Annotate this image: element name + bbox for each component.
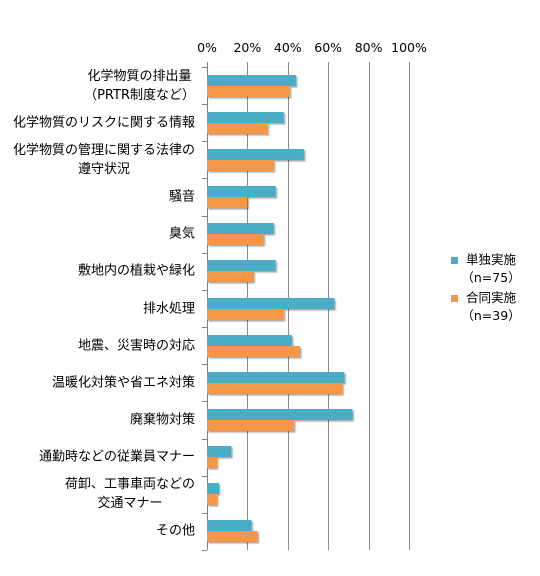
legend-item-single: 単独実施 （n=75） xyxy=(451,251,526,287)
x-tick-label-5: 100% xyxy=(391,40,427,55)
legend-label-joint: 合同実施 （n=39） xyxy=(461,290,521,323)
category-label-11: 通勤時などの従業員マナー xyxy=(38,449,195,465)
category-label-13: その他 xyxy=(155,523,195,539)
x-tick-label-4: 80% xyxy=(354,40,383,55)
category-label-10: 廃棄物対策 xyxy=(129,412,195,428)
bar-series1-row8 xyxy=(207,335,292,346)
legend-swatch-joint xyxy=(451,295,458,302)
bar-series2-row11 xyxy=(207,457,218,468)
bar-series2-row13 xyxy=(207,531,258,542)
x-tick-label-0: 0% xyxy=(197,40,217,55)
bar-series1-row7 xyxy=(207,298,335,309)
bar-series1-row2 xyxy=(207,112,284,123)
bar-series1-row4 xyxy=(207,186,276,197)
bar-series1-row9 xyxy=(207,372,345,383)
bar-series1-row1 xyxy=(207,75,296,86)
bar-series1-row3 xyxy=(207,149,304,160)
bar-series2-row4 xyxy=(207,197,248,208)
bar-series1-row10 xyxy=(207,409,353,420)
bar-series2-row5 xyxy=(207,234,264,245)
bar-series1-row5 xyxy=(207,223,274,234)
category-label-5: 臭気 xyxy=(168,226,195,242)
bar-series1-row13 xyxy=(207,520,252,531)
category-label-8: 地震、災害時の対応 xyxy=(77,338,195,354)
bar-series2-row8 xyxy=(207,346,300,357)
category-label-2: 化学物質のリスクに関する情報 xyxy=(12,115,195,131)
bar-series2-row10 xyxy=(207,420,294,431)
legend-item-joint: 合同実施 （n=39） xyxy=(451,289,526,325)
category-label-7: 排水処理 xyxy=(142,301,195,316)
legend-swatch-single xyxy=(451,257,458,264)
bar-series2-row3 xyxy=(207,160,274,171)
bar-series2-row2 xyxy=(207,123,268,134)
category-label-1: 化学物質の排出量 （PRTR制度など） xyxy=(84,68,195,103)
bar-series1-row12 xyxy=(207,483,220,494)
x-tick-label-2: 40% xyxy=(273,40,302,55)
category-label-12: 荷卸、工事車両などの 交通マナー xyxy=(64,477,195,512)
category-label-4: 騒音 xyxy=(168,189,195,205)
category-axis xyxy=(202,67,207,551)
bar-series1-row11 xyxy=(207,446,232,457)
category-label-6: 敷地内の植栽や緑化 xyxy=(77,263,195,279)
bar-series2-row12 xyxy=(207,494,218,505)
bar-series2-row9 xyxy=(207,383,343,394)
legend-label-single: 単独実施 （n=75） xyxy=(461,252,521,285)
bar-series2-row6 xyxy=(207,271,254,282)
x-tick-label-1: 20% xyxy=(233,40,262,55)
bar-series2-row1 xyxy=(207,86,290,97)
category-label-9: 温暖化対策や省エネ対策 xyxy=(51,375,195,391)
bars xyxy=(207,75,353,542)
bar-series1-row6 xyxy=(207,260,276,271)
x-tick-label-3: 60% xyxy=(314,40,343,55)
bar-series2-row7 xyxy=(207,309,284,320)
category-label-3: 化学物質の管理に関する法律の 遵守状況 xyxy=(12,142,195,177)
